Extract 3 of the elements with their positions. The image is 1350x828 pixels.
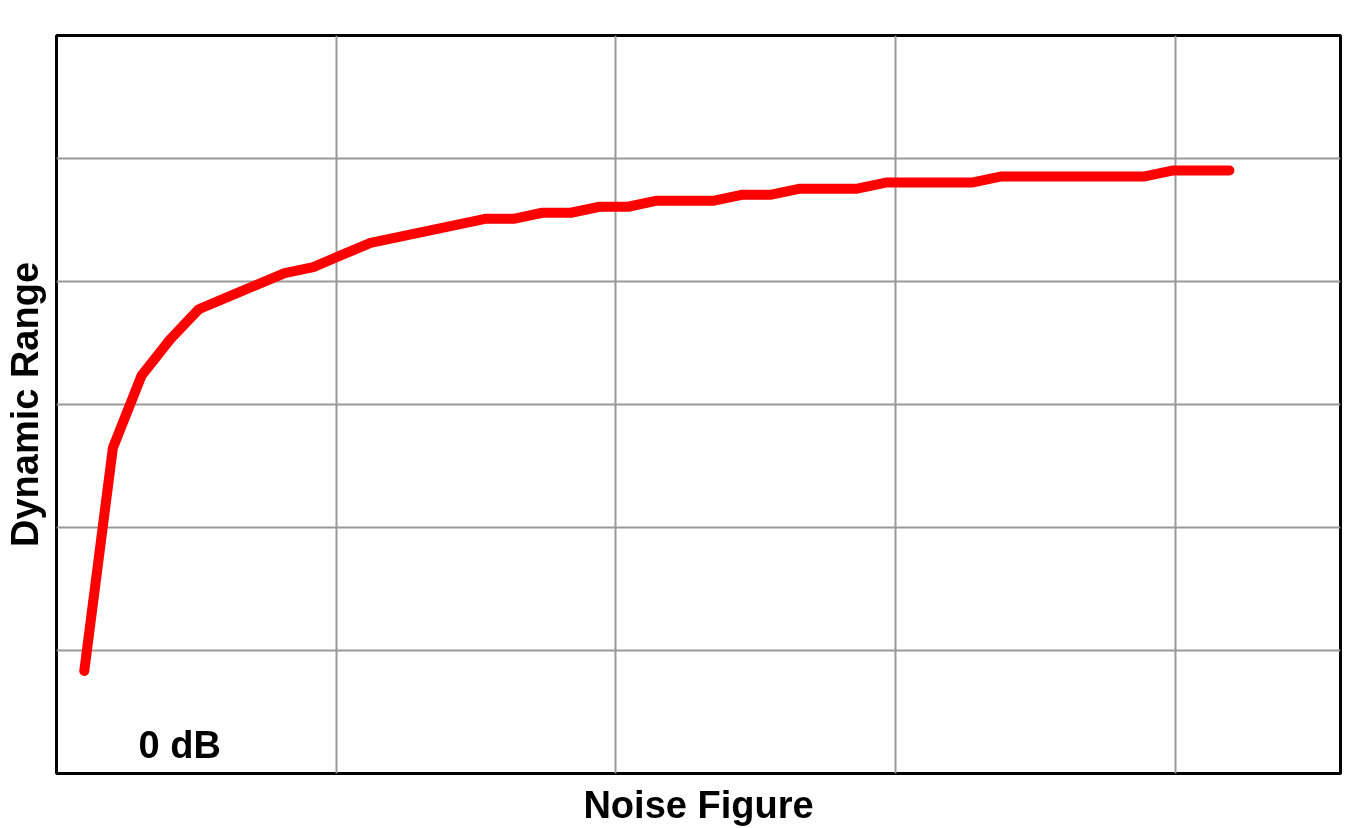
- x-axis-title: Noise Figure: [583, 783, 814, 826]
- y-axis-title: Dynamic Range: [3, 261, 46, 548]
- annotation: 0 dB: [138, 723, 221, 766]
